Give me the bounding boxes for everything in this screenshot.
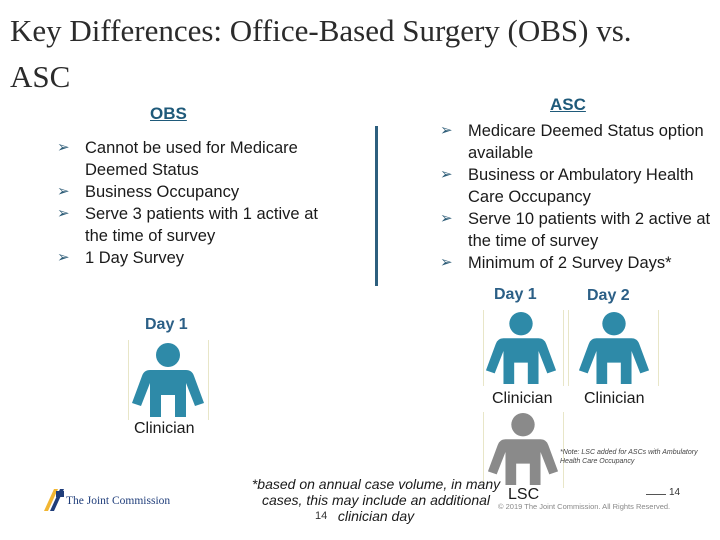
obs-bullet: ➢ Cannot be used for Medicare Deemed Stat… xyxy=(57,139,298,179)
arrow-bullet-icon: ➢ xyxy=(57,249,70,266)
obs-clinician-label: Clinician xyxy=(134,420,195,437)
asc-bullet: ➢ Minimum of 2 Survey Days* xyxy=(440,254,672,272)
asc-bullet: ➢ Business or Ambulatory Health Care Occu… xyxy=(440,166,694,206)
asc-day2-label: Day 2 xyxy=(587,287,630,304)
arrow-bullet-icon: ➢ xyxy=(440,254,453,271)
obs-bullet: ➢ Business Occupancy xyxy=(57,183,240,201)
frame-line xyxy=(208,340,209,420)
arrow-bullet-icon: ➢ xyxy=(440,122,453,139)
arrow-bullet-icon: ➢ xyxy=(440,166,453,183)
arrow-bullet-icon: ➢ xyxy=(57,139,70,156)
asc-day1-label: Day 1 xyxy=(494,286,537,303)
obs-heading: OBS xyxy=(150,104,187,123)
arrow-bullet-icon: ➢ xyxy=(440,210,453,227)
obs-day1-label: Day 1 xyxy=(145,316,188,333)
asc-bullet-list: ➢ Medicare Deemed Status option available… xyxy=(438,120,720,274)
person-icon xyxy=(578,312,650,385)
obs-bullet: ➢ 1 Day Survey xyxy=(57,249,185,267)
frame-line xyxy=(658,310,659,386)
frame-line xyxy=(563,412,564,488)
slide-title: Key Differences: Office-Based Surgery (O… xyxy=(10,13,632,94)
asc-bullet: ➢ Serve 10 patients with 2 active at the … xyxy=(440,210,711,250)
frame-line xyxy=(563,310,564,386)
column-divider xyxy=(375,126,378,286)
obs-bullet-list: ➢ Cannot be used for Medicare Deemed Stat… xyxy=(55,137,335,269)
frame-line xyxy=(483,310,484,386)
asc-lsc-label: LSC xyxy=(508,486,540,503)
asc-bullet: ➢ Medicare Deemed Status option available xyxy=(440,122,704,162)
asc-clinician2-label: Clinician xyxy=(584,390,645,407)
asc-clinician1-label: Clinician xyxy=(492,390,553,407)
frame-line xyxy=(483,412,484,488)
person-icon xyxy=(485,312,557,385)
frame-line xyxy=(568,310,569,386)
copyright: © 2019 The Joint Commission. All Rights … xyxy=(498,502,671,511)
person-icon xyxy=(132,343,204,417)
footnote: *based on annual case volume, in many ca… xyxy=(251,476,501,524)
joint-commission-logo-icon xyxy=(44,489,64,511)
arrow-bullet-icon: ➢ xyxy=(57,183,70,200)
slide-number: 14 xyxy=(669,487,681,498)
arrow-bullet-icon: ➢ xyxy=(57,205,70,222)
asc-heading: ASC xyxy=(550,95,586,114)
page-number: 14 xyxy=(315,510,328,522)
frame-line xyxy=(128,340,129,420)
obs-bullet: ➢ Serve 3 patients with 1 active at the t… xyxy=(57,205,318,245)
person-icon xyxy=(487,413,559,486)
logo-text: The Joint Commission xyxy=(66,495,171,507)
slide-number-rule xyxy=(646,494,666,495)
lsc-note: *Note: LSC added for ASCs with Ambulator… xyxy=(560,449,698,465)
